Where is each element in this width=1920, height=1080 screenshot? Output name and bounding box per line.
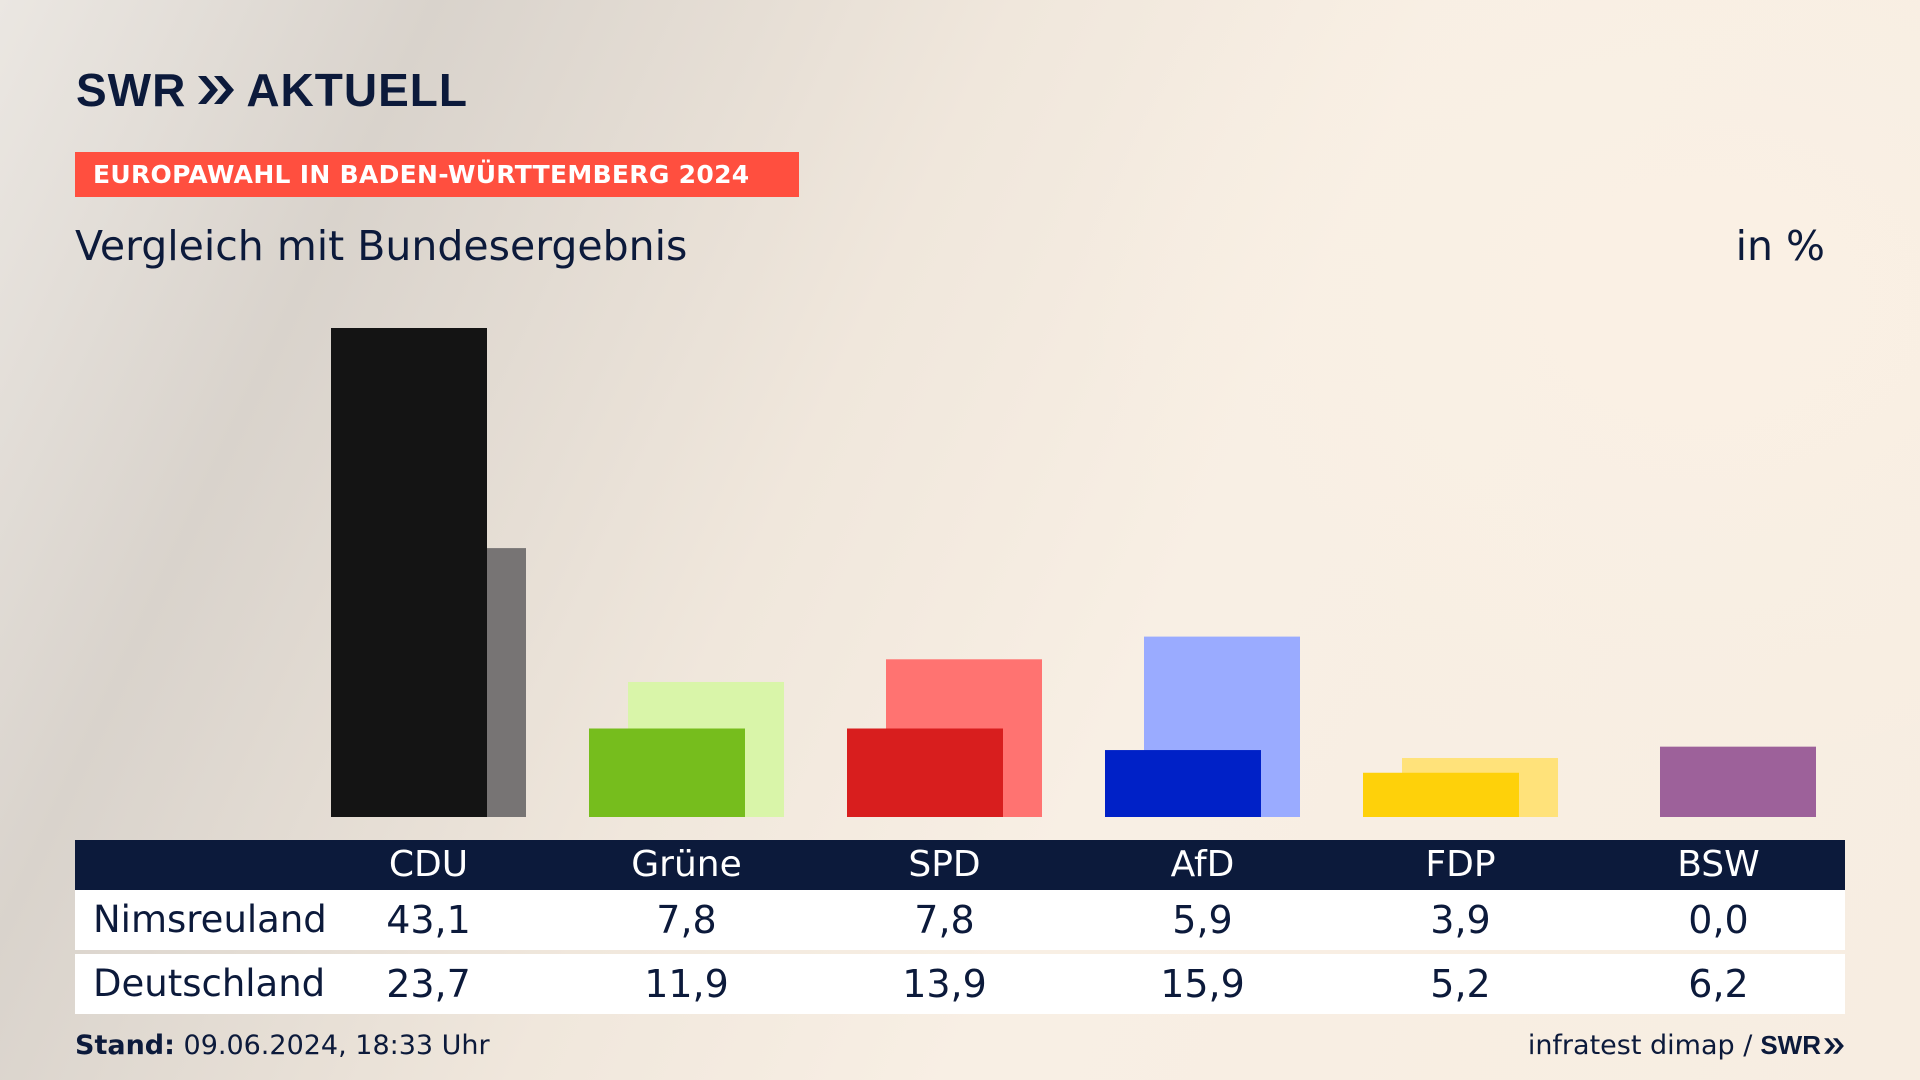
- bar-nimsreuland-spd: [847, 728, 1003, 817]
- source-text: infratest dimap /: [1527, 1030, 1753, 1061]
- table-cell: 5,9: [1172, 898, 1233, 942]
- table-cell: 7,8: [914, 898, 975, 942]
- table-cell: 13,9: [902, 962, 987, 1006]
- table-cell: 3,9: [1430, 898, 1491, 942]
- source-credit: infratest dimap / SWR: [1528, 1030, 1845, 1061]
- column-header-grüne: Grüne: [631, 844, 742, 885]
- unit-label: in %: [1735, 222, 1825, 270]
- bar-nimsreuland-grüne: [589, 728, 745, 817]
- table-row: Nimsreuland 43,1 7,8 7,8 5,9 3,9 0,0: [75, 890, 1845, 950]
- bar-nimsreuland-afd: [1105, 750, 1261, 817]
- table-cell: 11,9: [644, 962, 729, 1006]
- table-cell: 23,7: [386, 962, 471, 1006]
- results-table: CDU Grüne SPD AfD FDP BSW Nimsreuland 43,1 7,8…: [75, 840, 1845, 1014]
- bar-nimsreuland-cdu: [331, 328, 487, 817]
- bar-nimsreuland-fdp: [1363, 772, 1519, 817]
- logo-swr-text: SWR: [76, 64, 187, 116]
- column-header-bsw: BSW: [1677, 844, 1760, 885]
- table-cell: 7,8: [656, 898, 717, 942]
- table-cell: 15,9: [1160, 962, 1245, 1006]
- table-header: CDU Grüne SPD AfD FDP BSW: [75, 840, 1845, 890]
- swr-small-text: SWR: [1760, 1030, 1821, 1060]
- table-cell: 6,2: [1688, 962, 1749, 1006]
- column-header-fdp: FDP: [1425, 844, 1496, 885]
- chart-subtitle: Vergleich mit Bundesergebnis: [75, 222, 688, 270]
- swr-small-logo: SWR: [1760, 1030, 1845, 1061]
- logo-aktuell-text: AKTUELL: [246, 64, 468, 116]
- table-row: Deutschland 23,7 11,9 13,9 15,9 5,2 6,2: [75, 954, 1845, 1014]
- double-chevron-icon: [1824, 1037, 1844, 1054]
- stand-label: Stand:: [75, 1030, 175, 1061]
- stand-value: 09.06.2024, 18:33 Uhr: [183, 1030, 490, 1061]
- column-header-spd: SPD: [908, 844, 981, 885]
- swr-aktuell-logo: SWR AKTUELL: [76, 64, 468, 116]
- table-cell: 5,2: [1430, 962, 1491, 1006]
- column-header-cdu: CDU: [388, 844, 469, 885]
- double-chevron-icon: [198, 76, 235, 104]
- table-cell: 43,1: [386, 898, 471, 942]
- table-cell: 0,0: [1688, 898, 1749, 942]
- timestamp: Stand: 09.06.2024, 18:33 Uhr: [75, 1030, 490, 1061]
- row-label: Deutschland: [93, 962, 326, 1005]
- election-banner: EUROPAWAHL IN BADEN-WÜRTTEMBERG 2024: [75, 152, 799, 197]
- row-label: Nimsreuland: [93, 898, 327, 941]
- column-header-afd: AfD: [1170, 844, 1235, 885]
- bar-deutschland-bsw: [1660, 746, 1816, 817]
